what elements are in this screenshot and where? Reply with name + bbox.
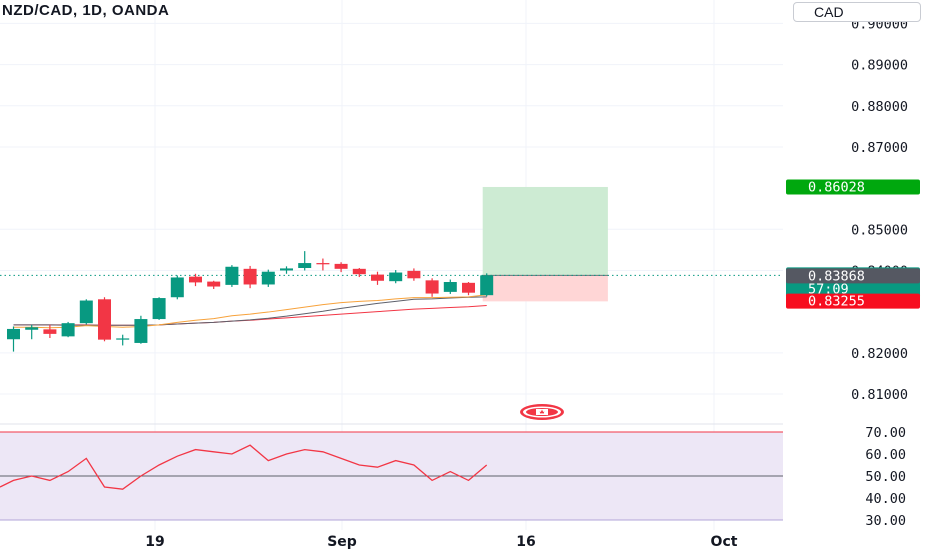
candle-body [316, 263, 330, 265]
price-tick-label: 0.89000 [851, 58, 908, 74]
candle-bullish [261, 269, 275, 287]
long-position-tool[interactable] [0, 186, 783, 302]
candle-bearish [462, 282, 475, 296]
price-tag-label: 0.83868 [808, 268, 865, 284]
candle-body [116, 338, 130, 340]
time-tick-label: Oct [711, 534, 738, 550]
candle-bullish [480, 273, 494, 297]
time-tick-label: 19 [145, 534, 164, 550]
rsi-tick-label: 40.00 [865, 491, 906, 507]
candle-body [7, 328, 20, 340]
time-tick-label: Sep [327, 534, 357, 550]
candle-body [134, 319, 148, 343]
rsi-pane: 70.00 60.00 50.00 40.00 30.00 [0, 425, 906, 529]
currency-button[interactable]: CAD [793, 2, 921, 22]
price-tag-label: 0.86028 [808, 179, 865, 195]
candle-body [25, 327, 39, 330]
candle-bullish [7, 326, 20, 352]
candle-bearish [189, 273, 202, 287]
candle-bearish [407, 268, 421, 281]
candle-body [407, 270, 421, 279]
candle-body [480, 275, 494, 296]
rsi-tick-label: 50.00 [865, 469, 906, 485]
candle-body [152, 298, 166, 320]
price-tag: 0.83255 [786, 293, 920, 310]
time-tick-label: 16 [516, 534, 535, 550]
candle-body [389, 272, 403, 282]
candle-bearish [371, 271, 384, 285]
candle-bearish [334, 262, 348, 273]
profit-zone [482, 186, 608, 276]
symbol-title[interactable]: NZD/CAD, 1D, OANDA [2, 2, 170, 19]
candle-body [61, 323, 75, 337]
price-tick-label: 0.81000 [851, 387, 908, 403]
candle-body [462, 282, 475, 293]
candle-bullish [225, 265, 239, 287]
candle-bearish [98, 297, 111, 342]
candle-bullish [298, 251, 312, 271]
candle-bullish [170, 275, 184, 300]
candle-body [207, 281, 221, 287]
canada-flag-icon[interactable] [520, 404, 564, 420]
candle-bearish [207, 280, 221, 289]
rsi-tick-label: 60.00 [865, 447, 906, 463]
candle-bearish [243, 265, 257, 289]
price-tag-label: 0.83255 [808, 294, 865, 310]
ema-short-line [13, 294, 487, 329]
candle-body [243, 268, 257, 285]
candle-body [298, 263, 312, 268]
candle-body [79, 300, 93, 324]
price-tag-bg [786, 268, 920, 284]
price-axis[interactable]: 0.900000.890000.880000.870000.850000.840… [851, 16, 908, 403]
candle-bullish [443, 279, 457, 294]
rsi-tick-label: 70.00 [865, 425, 906, 441]
moving-averages [13, 294, 487, 329]
candle-bearish [425, 278, 439, 297]
candle-body [443, 282, 457, 292]
price-tick-label: 0.85000 [851, 222, 908, 238]
candle-body [371, 274, 384, 281]
candle-body [425, 280, 439, 294]
candle-body [98, 299, 111, 340]
price-tick-label: 0.82000 [851, 346, 908, 362]
candle-bullish [280, 266, 293, 274]
candle-body [352, 268, 366, 275]
price-tick-label: 0.87000 [851, 140, 908, 156]
rsi-line [0, 444, 488, 490]
candle-bearish [316, 258, 330, 271]
candle-bullish [61, 321, 75, 338]
rsi-tick-label: 30.00 [865, 513, 906, 529]
candle-bullish [116, 334, 130, 346]
candle-body [225, 266, 239, 285]
candle-body [170, 277, 184, 298]
sma-long-line [13, 296, 487, 326]
price-tag-bg [786, 179, 920, 195]
price-tag-bg [786, 293, 920, 309]
candle-body [43, 329, 57, 334]
candlestick-series [7, 251, 494, 352]
candle-bullish [25, 324, 39, 340]
price-tag: 0.86028 [786, 179, 920, 195]
price-tag-countdown: 57:09 [808, 281, 849, 297]
loss-zone [482, 275, 608, 302]
time-axis[interactable]: 19 Sep 16 Oct [145, 534, 737, 550]
candle-bullish [389, 270, 403, 284]
candle-body [189, 276, 202, 283]
candle-bearish [352, 268, 366, 278]
candle-body [334, 263, 348, 269]
candle-bullish [79, 299, 93, 325]
candle-bearish [43, 324, 57, 338]
chart-grid [0, 0, 783, 530]
price-tag: 0.83868 [786, 268, 920, 284]
candle-bullish [134, 315, 148, 344]
candle-bullish [152, 297, 166, 320]
candle-body [280, 268, 293, 271]
candle-body [261, 271, 275, 285]
price-tick-label: 0.88000 [851, 99, 908, 115]
